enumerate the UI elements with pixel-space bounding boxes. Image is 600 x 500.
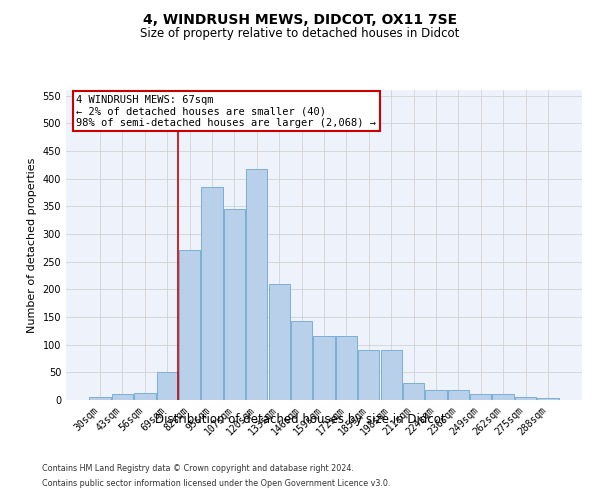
Bar bbox=[291, 321, 312, 400]
Y-axis label: Number of detached properties: Number of detached properties bbox=[27, 158, 37, 332]
Bar bbox=[380, 350, 402, 400]
Text: Size of property relative to detached houses in Didcot: Size of property relative to detached ho… bbox=[140, 28, 460, 40]
Bar bbox=[224, 209, 245, 400]
Text: Contains HM Land Registry data © Crown copyright and database right 2024.: Contains HM Land Registry data © Crown c… bbox=[42, 464, 354, 473]
Bar bbox=[179, 250, 200, 400]
Bar bbox=[112, 394, 133, 400]
Text: Contains public sector information licensed under the Open Government Licence v3: Contains public sector information licen… bbox=[42, 479, 391, 488]
Bar bbox=[515, 397, 536, 400]
Bar bbox=[403, 384, 424, 400]
Bar bbox=[425, 390, 446, 400]
Bar bbox=[448, 390, 469, 400]
Bar bbox=[537, 398, 559, 400]
Text: Distribution of detached houses by size in Didcot: Distribution of detached houses by size … bbox=[155, 412, 445, 426]
Text: 4, WINDRUSH MEWS, DIDCOT, OX11 7SE: 4, WINDRUSH MEWS, DIDCOT, OX11 7SE bbox=[143, 12, 457, 26]
Bar bbox=[269, 284, 290, 400]
Text: 4 WINDRUSH MEWS: 67sqm
← 2% of detached houses are smaller (40)
98% of semi-deta: 4 WINDRUSH MEWS: 67sqm ← 2% of detached … bbox=[76, 94, 376, 128]
Bar bbox=[313, 336, 335, 400]
Bar bbox=[202, 187, 223, 400]
Bar bbox=[246, 168, 268, 400]
Bar bbox=[493, 394, 514, 400]
Bar bbox=[134, 393, 155, 400]
Bar bbox=[358, 350, 379, 400]
Bar bbox=[157, 372, 178, 400]
Bar bbox=[89, 397, 111, 400]
Bar bbox=[470, 394, 491, 400]
Bar bbox=[336, 336, 357, 400]
